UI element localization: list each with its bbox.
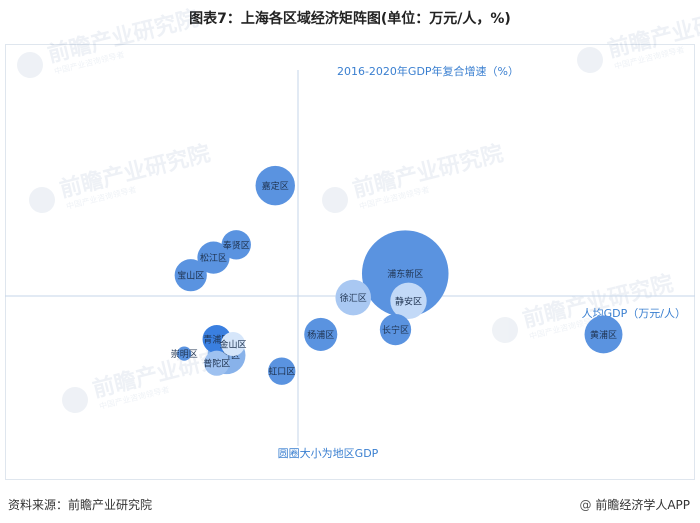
bubble-label: 浦东新区 xyxy=(387,268,423,280)
bubble-徐汇区: 徐汇区 xyxy=(335,279,372,316)
bubble-浦东新区: 浦东新区 xyxy=(361,230,449,317)
bubble-嘉定区: 嘉定区 xyxy=(255,165,295,206)
bubble-黄浦区: 黄浦区 xyxy=(584,315,623,354)
bubble-mark xyxy=(335,279,372,316)
bubble-mark xyxy=(390,282,427,319)
brand-name: 前瞻经济学人APP xyxy=(595,498,690,512)
bubble-mark xyxy=(304,317,338,351)
bubble-series: 浦东新区嘉定区黄浦区闵行区静安区徐汇区杨浦区松江区宝山区长宁区奉贤区青浦区虹口区… xyxy=(171,165,623,385)
watermark-logo-icon xyxy=(62,387,88,413)
chart-title: 图表7：上海各区域经济矩阵图(单位：万元/人，%) xyxy=(189,11,511,27)
bubble-label: 普陀区 xyxy=(203,358,230,370)
bubble-mark xyxy=(361,230,449,317)
bubble-金山区: 金山区 xyxy=(219,332,247,356)
bubble-mark xyxy=(204,350,230,376)
bubble-label: 嘉定区 xyxy=(262,180,289,192)
bubble-虹口区: 虹口区 xyxy=(268,357,296,385)
bubble-label: 崇明区 xyxy=(171,349,198,360)
watermark-logo-icon xyxy=(492,317,518,343)
bubble-mark xyxy=(221,230,251,260)
bubble-label: 虹口区 xyxy=(268,367,295,378)
bubble-mark xyxy=(379,313,412,346)
bubble-label: 奉贤区 xyxy=(223,239,250,251)
bubble-奉贤区: 奉贤区 xyxy=(221,230,251,260)
bubble-松江区: 松江区 xyxy=(197,241,230,274)
bubble-mark xyxy=(268,357,296,385)
bubble-静安区: 静安区 xyxy=(390,282,427,319)
bubble-mark xyxy=(197,241,230,274)
size-legend-note: 圆圈大小为地区GDP xyxy=(278,446,379,460)
bubble-崇明区: 崇明区 xyxy=(171,346,198,361)
at-icon: @ xyxy=(579,498,592,512)
watermark-logo-icon xyxy=(577,47,603,73)
bubble-普陀区: 普陀区 xyxy=(203,350,230,376)
plot-frame xyxy=(5,44,695,480)
bubble-mark xyxy=(174,259,207,292)
watermark-logo-icon xyxy=(17,52,43,78)
bubble-label: 静安区 xyxy=(395,295,422,307)
y-axis-label: 2016-2020年GDP年复合增速（%） xyxy=(337,64,519,78)
bubble-宝山区: 宝山区 xyxy=(174,259,207,292)
source-note: 资料来源：前瞻产业研究院 xyxy=(8,498,153,512)
bubble-label: 金山区 xyxy=(219,339,246,351)
bubble-label: 松江区 xyxy=(200,252,227,264)
bubble-mark xyxy=(221,332,245,356)
bubble-mark xyxy=(255,165,295,206)
bubble-长宁区: 长宁区 xyxy=(379,313,412,346)
bubble-label: 杨浦区 xyxy=(307,329,334,341)
bubble-label: 黄浦区 xyxy=(590,329,617,341)
watermark-logo-icon xyxy=(322,187,348,213)
bubble-杨浦区: 杨浦区 xyxy=(304,317,338,351)
watermark-logo-icon xyxy=(29,187,55,213)
bubble-label: 宝山区 xyxy=(177,270,204,282)
axes: 2016-2020年GDP年复合增速（%） 人均GDP（万元/人） 圆圈大小为地… xyxy=(5,64,695,460)
brand-footer: @ 前瞻经济学人APP xyxy=(579,496,690,513)
bubble-label: 徐汇区 xyxy=(340,292,367,304)
bubble-mark xyxy=(177,346,192,361)
bubble-mark xyxy=(584,315,623,354)
bubble-label: 长宁区 xyxy=(382,324,409,336)
